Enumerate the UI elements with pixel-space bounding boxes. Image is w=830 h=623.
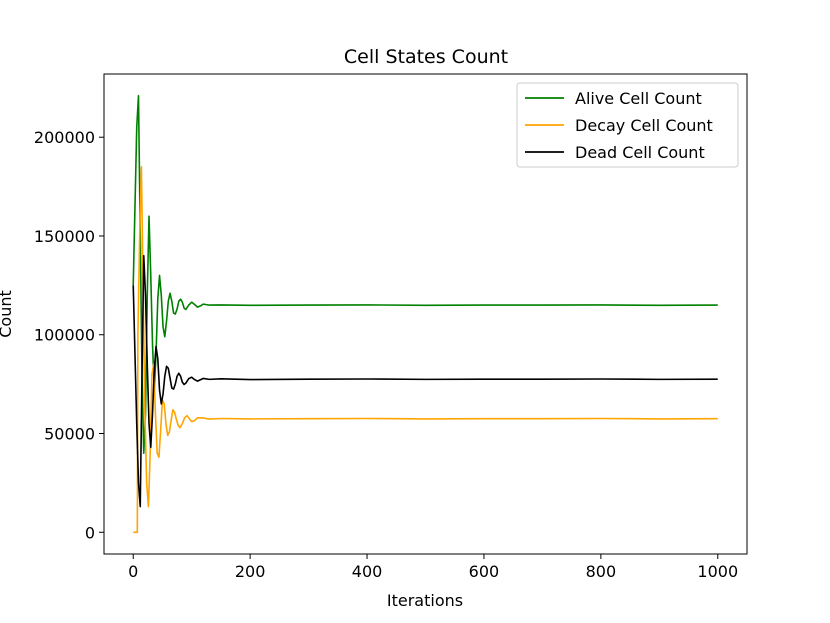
y-tick-label: 50000 [44,425,95,444]
x-tick-label: 400 [352,562,383,581]
y-tick-label: 100000 [34,326,95,345]
x-tick-label: 1000 [697,562,738,581]
x-axis-label: Iterations [387,591,463,610]
y-tick-label: 200000 [34,128,95,147]
series-line-2 [132,254,718,508]
x-tick-label: 600 [469,562,500,581]
y-axis-label: Count [0,290,15,338]
x-tick-label: 800 [586,562,617,581]
chart-title: Cell States Count [344,46,508,68]
series-layer [132,94,718,534]
x-axis: 0 200 400 600 800 1000 [128,554,738,581]
plot-area-frame [103,73,748,555]
series-line-1 [133,166,718,534]
legend-label-0: Alive Cell Count [575,89,702,108]
x-tick-label: 0 [128,562,138,581]
y-axis: 0 50000 100000 150000 200000 [34,128,104,542]
y-tick-label: 150000 [34,227,95,246]
legend-label-1: Decay Cell Count [575,116,713,135]
legend-box [516,82,739,168]
x-tick-label: 200 [235,562,266,581]
y-tick-label: 0 [85,523,95,542]
series-line-0 [132,94,718,455]
legend: Alive Cell Count Decay Cell Count Dead Cel… [516,82,739,168]
legend-label-2: Dead Cell Count [575,143,705,162]
